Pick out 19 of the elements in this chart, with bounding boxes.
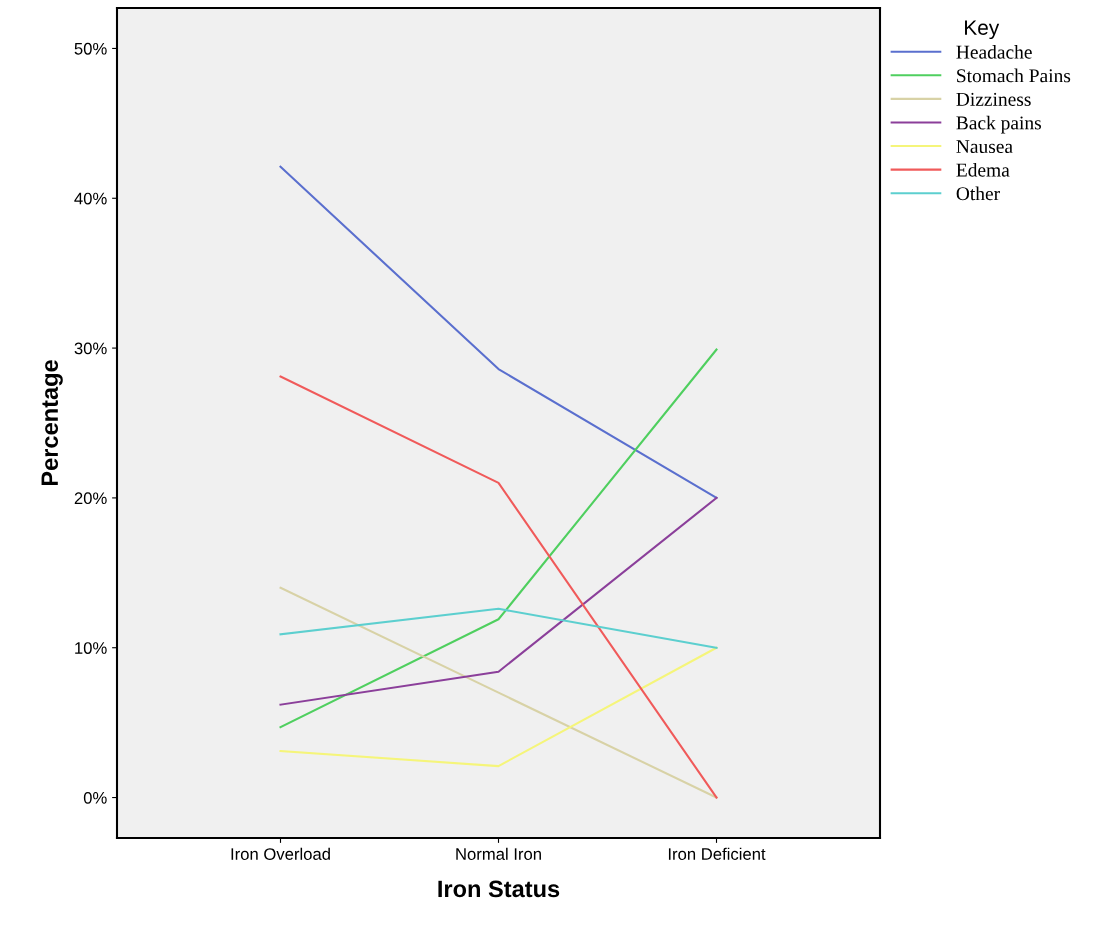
y-tick-label: 50% [74,42,107,55]
legend-label: Dizziness [956,92,1031,106]
y-tick-label: 20% [74,492,107,505]
legend-label: Edema [956,162,1010,177]
y-tick-label: 0% [83,791,107,804]
x-tick-label: Iron Overload [231,847,330,860]
legend-label: Nausea [956,140,1013,154]
legend-label: Other [956,186,1000,201]
x-axis-title: Iron Status [438,880,560,898]
legend-title: Key [965,20,1000,40]
y-axis-title: Percentage [41,360,63,486]
legend-label: Headache [956,45,1032,59]
x-tick-label: Iron Deficient [668,847,766,860]
y-tick-label: 10% [75,642,107,654]
y-tick-label: 30% [74,342,107,355]
legend-label: Stomach Pains [957,68,1071,83]
y-tick-label: 40% [74,192,107,205]
legend-label: Back pains [956,115,1041,134]
x-tick-label: Normal Iron [456,847,541,860]
